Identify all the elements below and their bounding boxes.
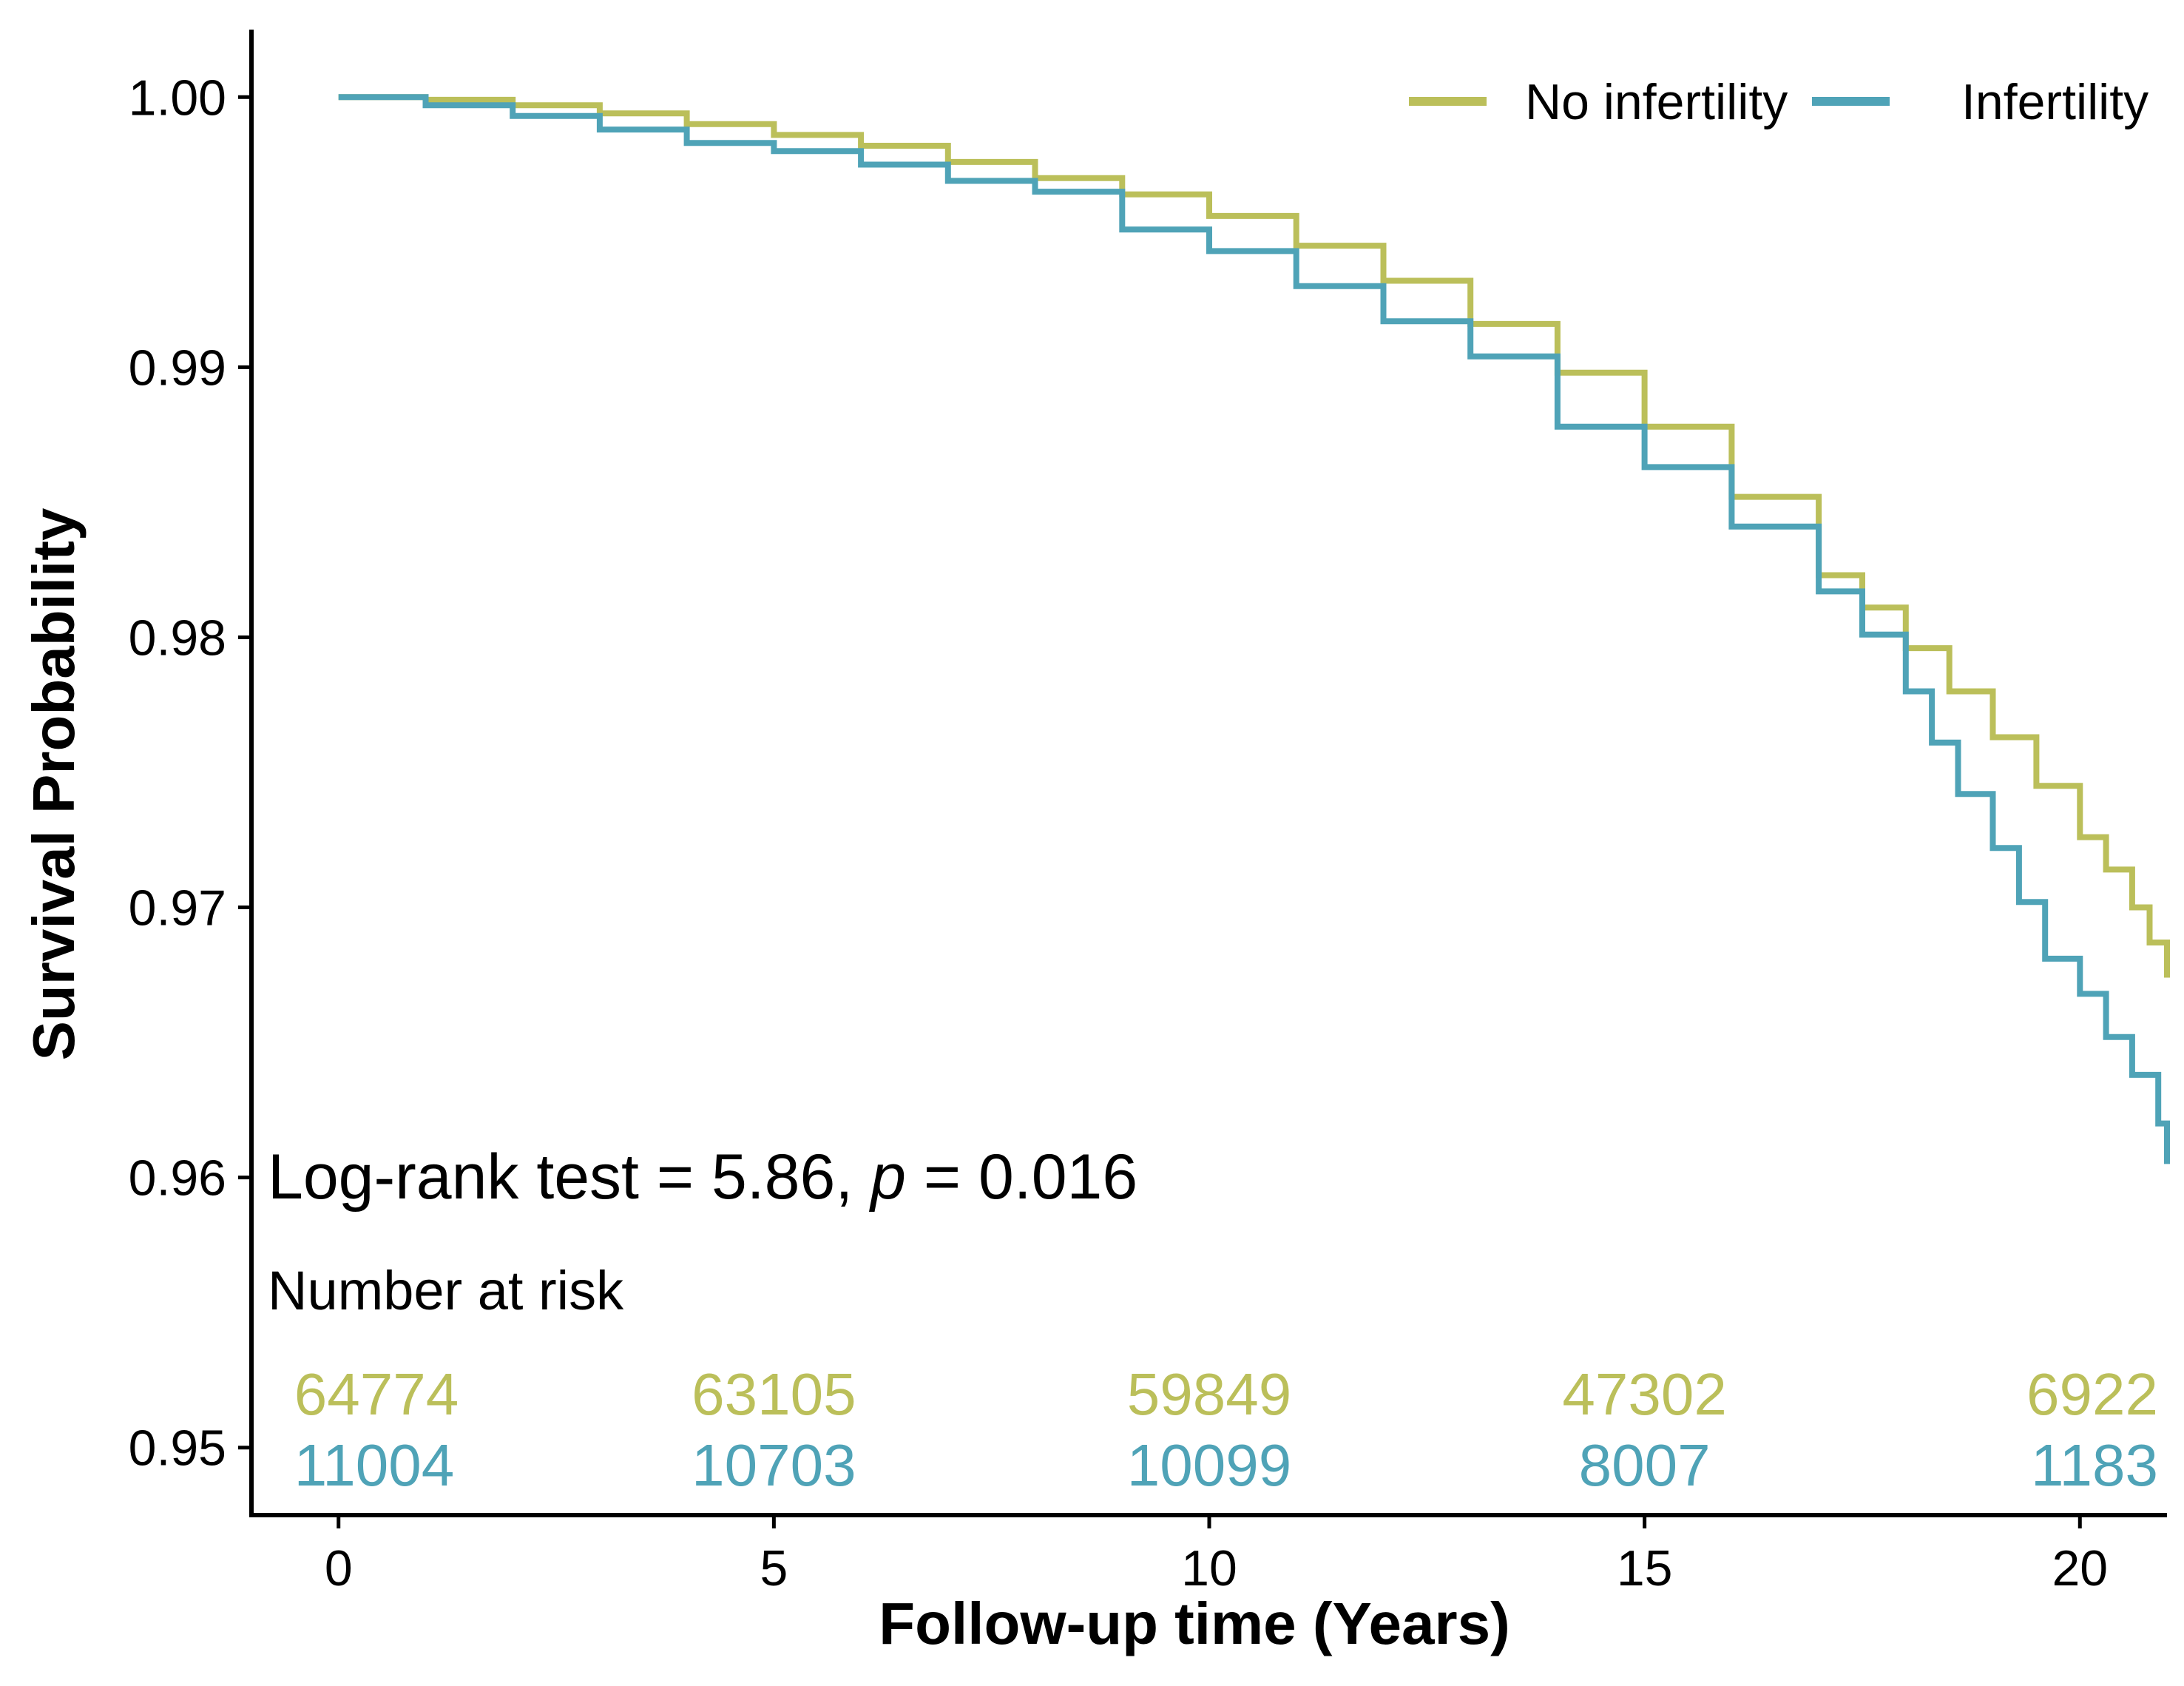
risk-value: 8007 — [1579, 1432, 1711, 1498]
series-line-infertility — [338, 94, 2170, 1164]
risk-value: 6922 — [2026, 1361, 2158, 1427]
x-axis: 0 5 10 15 20 — [249, 1513, 2167, 1596]
legend: No infertility Infertility — [1409, 74, 2148, 130]
risk-value: 47302 — [1562, 1361, 1726, 1427]
p-symbol: p — [868, 1142, 906, 1213]
risk-value: 63105 — [692, 1361, 856, 1427]
survival-curves — [338, 94, 2170, 1164]
risk-value: 10703 — [692, 1432, 856, 1498]
legend-label-infertility: Infertility — [1961, 74, 2148, 130]
y-ticks: 0.95 0.96 0.97 0.98 0.99 1.00 — [129, 70, 251, 1477]
risk-table-title: Number at risk — [268, 1260, 624, 1321]
log-rank-annotation: Log-rank test = 5.86, p = 0.016 — [268, 1142, 1137, 1213]
risk-table: 64774 63105 59849 47302 6922 11004 10703 10099 8… — [294, 1361, 2158, 1498]
log-rank-suffix: = 0.016 — [906, 1142, 1137, 1213]
y-tick-label: 1.00 — [129, 70, 226, 126]
y-tick-label: 0.98 — [129, 610, 226, 666]
x-ticks: 0 5 10 15 20 — [325, 1515, 2108, 1596]
x-tick-label: 10 — [1181, 1540, 1237, 1596]
y-tick-label: 0.96 — [129, 1150, 226, 1207]
risk-value: 10099 — [1127, 1432, 1291, 1498]
risk-value: 1183 — [2031, 1432, 2158, 1498]
y-axis-title: Survival Probability — [21, 508, 87, 1060]
series-line-no-infertility — [338, 94, 2170, 978]
y-axis: 0.95 0.96 0.97 0.98 0.99 1.00 — [129, 30, 254, 1517]
x-axis-title: Follow-up time (Years) — [879, 1591, 1509, 1656]
x-tick-label: 20 — [2052, 1540, 2108, 1596]
x-tick-label: 15 — [1617, 1540, 1673, 1596]
log-rank-prefix: Log-rank test = 5.86, — [268, 1142, 870, 1213]
legend-label-no-infertility: No infertility — [1525, 74, 1788, 130]
risk-value: 64774 — [294, 1361, 459, 1427]
x-tick-label: 0 — [325, 1540, 353, 1596]
y-tick-label: 0.99 — [129, 340, 226, 396]
risk-value: 59849 — [1127, 1361, 1291, 1427]
y-tick-label: 0.95 — [129, 1420, 226, 1477]
risk-value: 11004 — [294, 1432, 455, 1498]
x-tick-label: 5 — [760, 1540, 788, 1596]
y-tick-label: 0.97 — [129, 880, 226, 937]
